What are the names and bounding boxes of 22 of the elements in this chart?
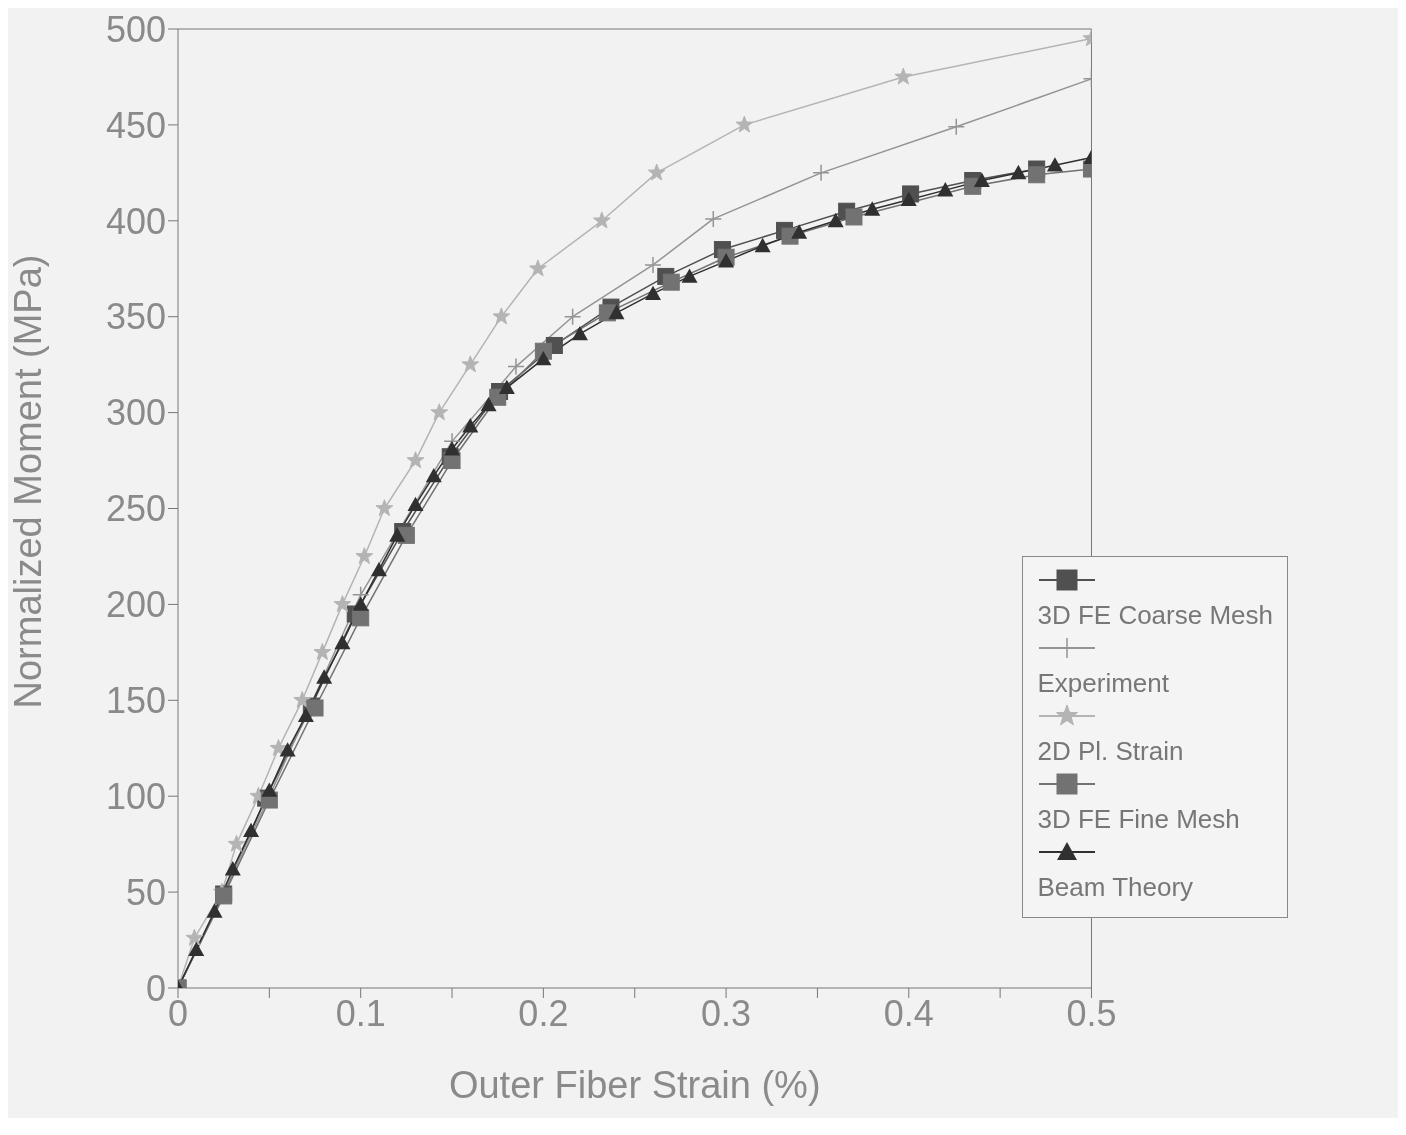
y-tick-label: 350: [105, 296, 166, 338]
x-tick-label: 0.2: [518, 992, 569, 1034]
x-tick-label: 0.3: [701, 992, 752, 1034]
y-tick-label: 300: [105, 392, 166, 434]
legend-label: Beam Theory: [1037, 872, 1195, 903]
y-tick-label: 50: [125, 871, 166, 913]
y-tick-label: 500: [105, 8, 166, 50]
y-tick-label: 250: [105, 488, 166, 530]
legend-label: 3D FE Coarse Mesh: [1037, 600, 1273, 631]
legend-label: Experiment: [1037, 668, 1170, 699]
y-tick-label: 200: [105, 584, 166, 626]
y-tick-label: 400: [105, 200, 166, 242]
legend-label: 3D FE Fine Mesh: [1037, 804, 1241, 835]
legend-label: 2D Pl. Strain: [1037, 736, 1185, 767]
y-tick-label: 450: [105, 104, 166, 146]
x-tick-label: 0.5: [1066, 992, 1117, 1034]
x-tick-label: 0.4: [883, 992, 934, 1034]
y-tick-label: 150: [105, 680, 166, 722]
x-tick-label: 0.1: [335, 992, 386, 1034]
x-axis-title: Outer Fiber Strain (%): [448, 1064, 821, 1106]
y-axis-title: Normalized Moment (MPa): [7, 254, 50, 709]
y-tick-label: 100: [105, 775, 166, 817]
